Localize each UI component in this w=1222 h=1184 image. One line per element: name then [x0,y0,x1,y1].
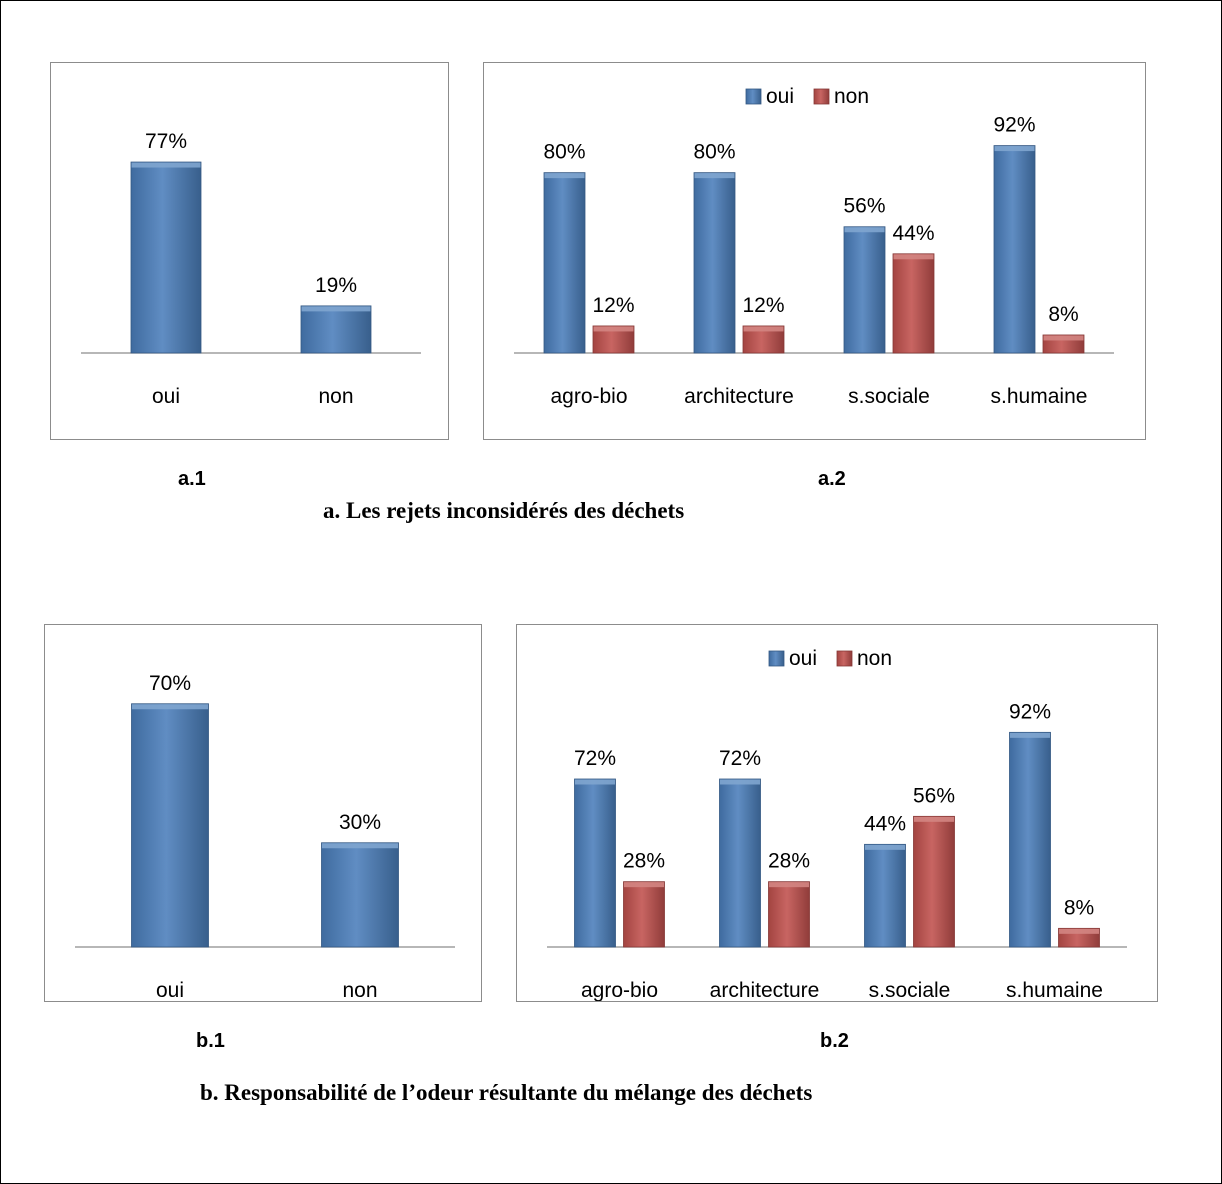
chart-b2-svg: agro-bio architecture s.sociale s.humaine 72… [547,647,1127,1001]
category-label: oui [156,979,184,1001]
data-label: 44% [892,222,934,245]
bar-non-agro-bio-cap [624,882,664,888]
bar-oui-s.sociale [864,843,906,948]
chart-a1-svg: oui non 77% 19% [81,130,421,408]
bar-oui-s.humaine-cap [1010,732,1050,738]
category-label: s.humaine [1006,979,1103,1001]
legend: oui non [745,85,869,108]
bar-oui-agro-bio [543,172,586,354]
bar-non-architecture-cap [743,326,784,332]
bar-non-s.humaine-cap [1059,928,1099,934]
category-label: s.sociale [848,385,930,408]
data-label: 56% [843,195,885,218]
data-label: 72% [574,747,616,770]
bar-oui-s.humaine [993,145,1036,354]
data-label: 92% [1009,700,1051,723]
legend-label-non: non [857,647,892,670]
bar-oui-cap [132,704,208,710]
legend-label-oui: oui [789,647,817,670]
category-label: non [342,979,377,1001]
category-label: architecture [684,385,794,408]
category-label: non [318,385,353,408]
chart-b2: agro-bio architecture s.sociale s.humaine 72… [516,624,1158,1002]
data-label: 77% [145,130,187,153]
category-label: agro-bio [550,385,627,408]
category-label: s.sociale [869,979,951,1001]
bar-non-agro-bio-cap [593,326,634,332]
sub-label-a2: a.2 [818,468,846,490]
data-label: 72% [719,747,761,770]
data-label: 80% [693,141,735,164]
bar-oui-architecture [693,172,736,354]
chart-b1-svg: oui non 70% 30% [75,672,455,1001]
data-label: 30% [339,811,381,834]
data-label: 8% [1048,303,1078,326]
bar-oui-agro-bio-cap [575,779,615,785]
data-label: 70% [149,672,191,695]
bar-oui-s.sociale-cap [844,227,885,233]
bar-non-s.humaine-cap [1043,335,1084,341]
bar-oui-agro-bio [574,778,616,948]
bar-non-s.sociale-cap [893,254,934,260]
category-label: agro-bio [581,979,658,1001]
chart-b1: oui non 70% 30% [44,624,482,1002]
legend-swatch-oui [745,88,762,105]
bar-oui-s.sociale [843,226,886,354]
category-label: architecture [710,979,820,1001]
chart-a1: oui non 77% 19% [50,62,449,440]
bar-oui [131,703,209,948]
legend: oui non [768,647,892,670]
bar-non-cap [322,843,398,849]
sub-label-b2: b.2 [820,1030,849,1052]
bar-oui-s.humaine [1009,731,1051,948]
chart-a2-svg: agro-bio architecture s.sociale s.humaine 80… [514,85,1114,408]
bar-oui-cap [131,162,201,168]
bar-non-s.sociale [913,815,955,948]
legend-label-non: non [834,85,869,108]
bar-oui-s.sociale-cap [865,844,905,850]
data-label: 28% [768,850,810,873]
bar-non-s.sociale-cap [914,816,954,822]
bar-non [321,842,399,948]
data-label: 80% [543,141,585,164]
data-label: 19% [315,274,357,297]
bar-non-agro-bio [623,881,665,948]
chart-a2: agro-bio architecture s.sociale s.humaine 80… [483,62,1146,440]
data-label: 92% [993,114,1035,137]
bar-oui-architecture [719,778,761,948]
bar-non-architecture-cap [769,882,809,888]
bar-non-cap [301,306,371,312]
bar-oui-agro-bio-cap [544,173,585,179]
data-label: 12% [742,294,784,317]
bar-non-s.sociale [892,253,935,354]
bar-oui [130,161,202,354]
data-label: 44% [864,812,906,835]
legend-swatch-oui [768,650,785,667]
bar-oui-architecture-cap [720,779,760,785]
caption-a: a. Les rejets inconsidérés des déchets [323,498,685,523]
bar-non [300,305,372,354]
data-label: 28% [623,850,665,873]
caption-b: b. Responsabilité de l’odeur résultante … [200,1080,813,1105]
legend-swatch-non [813,88,830,105]
bar-oui-s.humaine-cap [994,146,1035,152]
data-label: 12% [592,294,634,317]
data-label: 56% [913,784,955,807]
sub-label-a1: a.1 [178,468,206,490]
legend-swatch-non [836,650,853,667]
category-label: oui [152,385,180,408]
legend-label-oui: oui [766,85,794,108]
data-label: 8% [1064,896,1094,919]
sub-label-b1: b.1 [196,1030,225,1052]
bar-non-architecture [768,881,810,948]
bar-oui-architecture-cap [694,173,735,179]
category-label: s.humaine [991,385,1088,408]
